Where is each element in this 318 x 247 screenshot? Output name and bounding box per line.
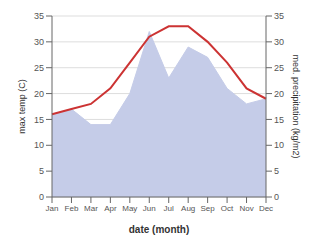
svg-text:10: 10	[274, 140, 284, 150]
svg-text:Jun: Jun	[143, 204, 156, 213]
svg-text:0: 0	[274, 192, 279, 202]
svg-text:Jan: Jan	[46, 204, 59, 213]
svg-text:Mar: Mar	[84, 204, 98, 213]
svg-text:35: 35	[274, 11, 284, 21]
svg-text:15: 15	[34, 115, 44, 125]
svg-text:May: May	[122, 204, 137, 213]
svg-text:5: 5	[274, 166, 279, 176]
svg-text:0: 0	[39, 192, 44, 202]
svg-text:date (month): date (month)	[129, 224, 190, 235]
svg-text:25: 25	[274, 63, 284, 73]
svg-text:20: 20	[34, 89, 44, 99]
svg-text:35: 35	[34, 11, 44, 21]
svg-text:25: 25	[34, 63, 44, 73]
svg-text:30: 30	[34, 37, 44, 47]
svg-text:Jul: Jul	[164, 204, 174, 213]
svg-text:Feb: Feb	[65, 204, 79, 213]
svg-text:20: 20	[274, 89, 284, 99]
svg-text:15: 15	[274, 115, 284, 125]
svg-text:Sep: Sep	[201, 204, 216, 213]
svg-text:Oct: Oct	[221, 204, 234, 213]
svg-text:Dec: Dec	[259, 204, 273, 213]
svg-text:10: 10	[34, 140, 44, 150]
svg-text:5: 5	[39, 166, 44, 176]
svg-text:Apr: Apr	[104, 204, 117, 213]
svg-text:max temp (C): max temp (C)	[17, 79, 27, 134]
svg-text:Nov: Nov	[239, 204, 253, 213]
svg-text:30: 30	[274, 37, 284, 47]
svg-text:med. precipitation (kg/m2): med. precipitation (kg/m2)	[291, 54, 301, 158]
svg-text:Aug: Aug	[181, 204, 195, 213]
